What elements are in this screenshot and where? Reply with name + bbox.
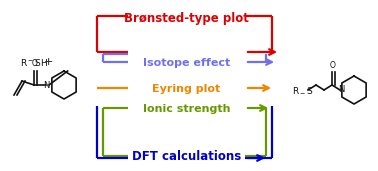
- Text: Brønsted-type plot: Brønsted-type plot: [124, 12, 249, 25]
- Text: Eyring plot: Eyring plot: [152, 84, 221, 94]
- Text: +: +: [43, 57, 53, 67]
- Text: Ionic strength: Ionic strength: [143, 104, 230, 114]
- Text: Isotope effect: Isotope effect: [143, 58, 230, 68]
- Text: R$\mathsf{{}_-}$S: R$\mathsf{{}_-}$S: [292, 85, 314, 95]
- Text: N: N: [338, 86, 344, 95]
- Text: DFT calculations: DFT calculations: [132, 150, 241, 163]
- Text: N: N: [43, 81, 49, 89]
- Text: O: O: [32, 59, 38, 68]
- Text: O: O: [330, 61, 336, 70]
- Text: R$\mathsf{{}^-}$SH: R$\mathsf{{}^-}$SH: [20, 56, 48, 68]
